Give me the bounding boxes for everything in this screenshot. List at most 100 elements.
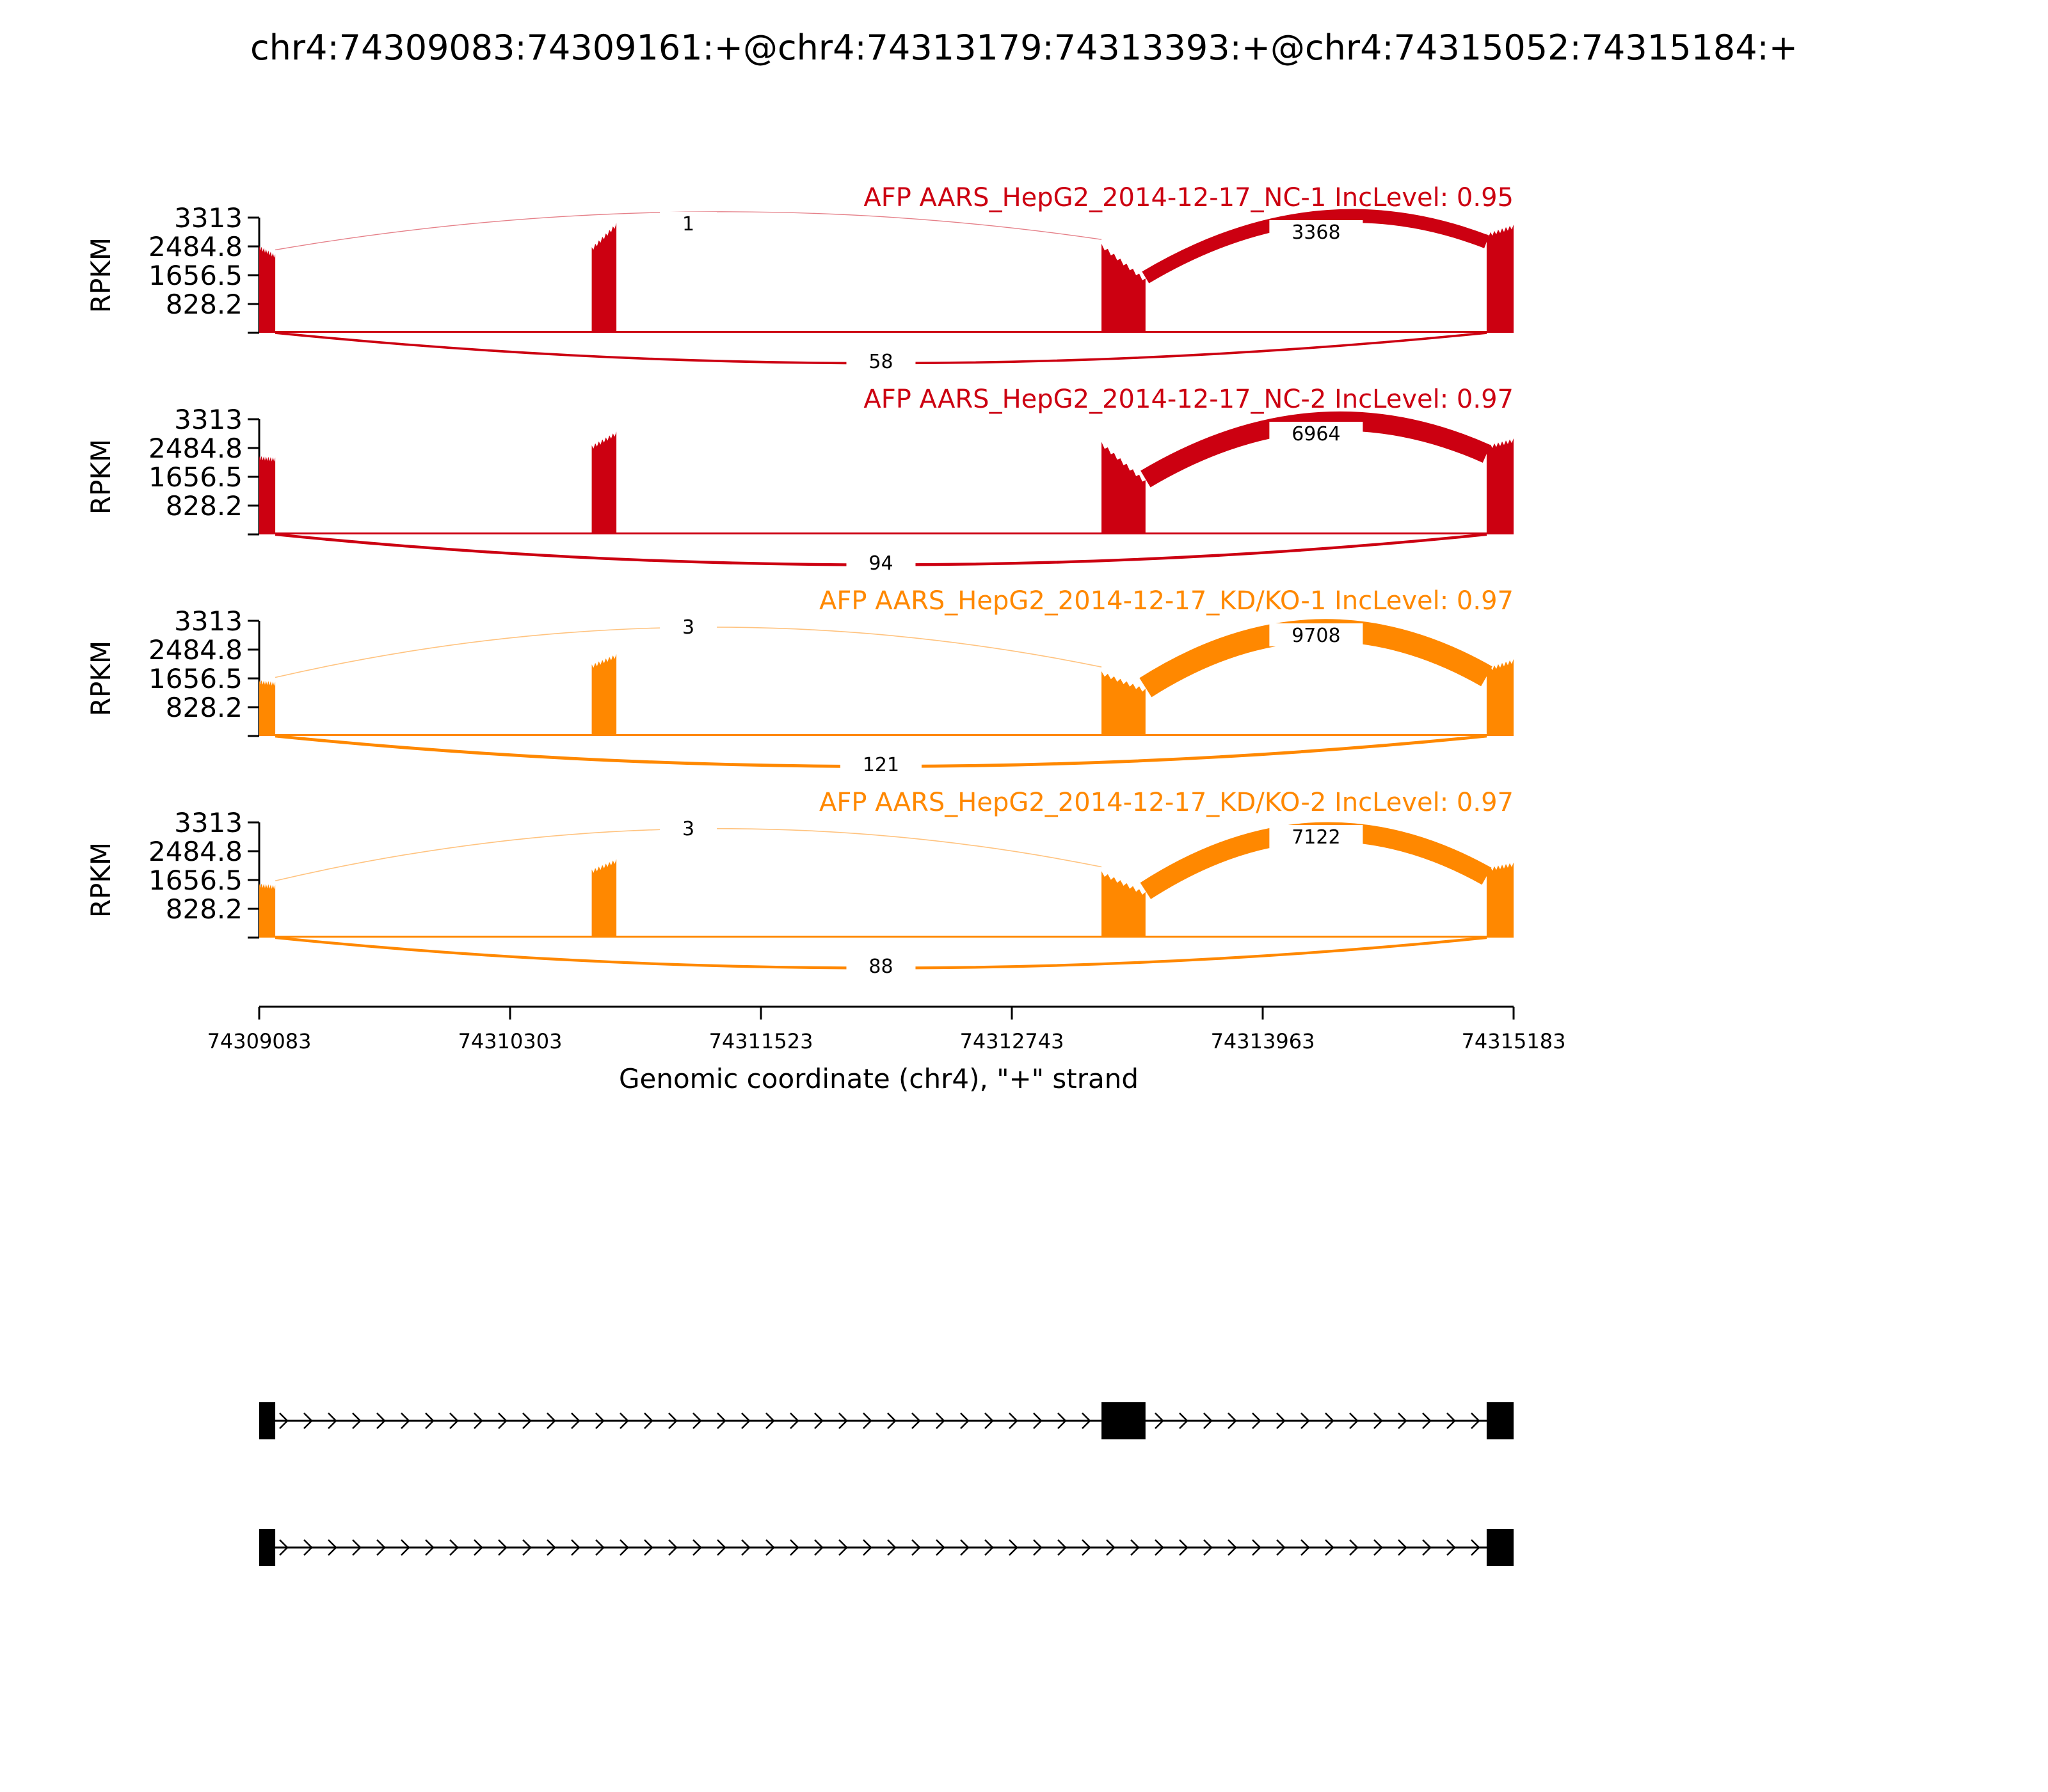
strand-arrow (547, 1412, 556, 1429)
strand-arrow (498, 1539, 508, 1556)
strand-arrow (887, 1412, 897, 1429)
y-tick-label: 3313 (174, 202, 243, 234)
strand-arrow (571, 1412, 580, 1429)
strand-arrow (838, 1539, 848, 1556)
strand-arrow (765, 1539, 775, 1556)
strand-arrow (425, 1412, 435, 1429)
strand-arrow (911, 1539, 921, 1556)
strand-arrow (1349, 1539, 1359, 1556)
y-tick-label: 1656.5 (148, 260, 243, 291)
y-tick-label: 1656.5 (148, 663, 243, 694)
strand-arrow (1203, 1539, 1213, 1556)
panel-label: AFP AARS_HepG2_2014-12-17_KD/KO-1 IncLev… (819, 586, 1514, 616)
strand-arrow (668, 1412, 678, 1429)
strand-arrow (741, 1412, 751, 1429)
strand-arrow (1033, 1412, 1043, 1429)
y-tick-label: 1656.5 (148, 461, 243, 493)
strand-arrow (279, 1412, 289, 1429)
strand-arrow (595, 1539, 605, 1556)
junction-count: 88 (868, 956, 893, 978)
strand-arrow (668, 1539, 678, 1556)
junction-count: 58 (868, 351, 893, 373)
strand-arrow (328, 1539, 337, 1556)
y-tick-label: 2484.8 (148, 634, 243, 666)
strand-arrow (814, 1412, 824, 1429)
strand-arrow (449, 1412, 459, 1429)
strand-arrow (1422, 1539, 1432, 1556)
strand-arrow (303, 1412, 313, 1429)
strand-arrow (1082, 1412, 1091, 1429)
strand-arrow (790, 1412, 799, 1429)
y-axis-label: RPKM (85, 641, 116, 716)
junction-label-box (660, 212, 717, 235)
junction-label-box (1269, 623, 1363, 646)
x-axis: 74309083 74310303 74311523 74312743 74313963… (207, 1005, 1565, 1053)
junction-label-box (1269, 825, 1363, 848)
coverage-baseline (259, 936, 1514, 938)
strand-arrow (1446, 1539, 1456, 1556)
strand-arrow (376, 1539, 386, 1556)
strand-arrow (1009, 1539, 1018, 1556)
y-axis-label: RPKM (85, 842, 116, 918)
strand-arrow (814, 1539, 824, 1556)
y-tick-label: 1656.5 (148, 865, 243, 896)
strand-arrow (863, 1412, 872, 1429)
strand-arrow (279, 1539, 289, 1556)
coverage-baseline (259, 734, 1514, 736)
strand-arrow (863, 1539, 872, 1556)
strand-arrow (1276, 1539, 1286, 1556)
isoform-exon (1486, 1402, 1514, 1439)
exon-coverage (259, 883, 276, 938)
y-tick-label: 2484.8 (148, 836, 243, 867)
strand-arrow (1373, 1412, 1383, 1429)
y-tick-label: 828.2 (166, 692, 243, 723)
strand-arrow (1155, 1412, 1164, 1429)
junction-label-box (660, 817, 717, 840)
junction-count: 1 (682, 213, 694, 236)
y-tick-label: 3313 (174, 404, 243, 435)
strand-arrow (1373, 1539, 1383, 1556)
strand-arrow (425, 1539, 435, 1556)
strand-arrow (1398, 1539, 1407, 1556)
exon-coverage (1486, 225, 1514, 333)
x-axis-label: Genomic coordinate (chr4), "+" strand (619, 1063, 1139, 1094)
strand-arrow (960, 1539, 970, 1556)
x-tick-label: 74312743 (960, 1029, 1064, 1053)
strand-arrow (620, 1412, 629, 1429)
strand-arrow (1300, 1539, 1310, 1556)
strand-arrow (449, 1539, 459, 1556)
strand-arrow (1325, 1412, 1334, 1429)
junction-count: 3368 (1292, 221, 1340, 244)
junction-label-box (846, 954, 916, 977)
strand-arrow (1228, 1412, 1237, 1429)
exon-coverage (1101, 871, 1146, 938)
strand-arrow (1300, 1412, 1310, 1429)
strand-arrow (1398, 1412, 1407, 1429)
exon-coverage (1101, 671, 1146, 736)
strand-arrow (1203, 1412, 1213, 1429)
panel-label: AFP AARS_HepG2_2014-12-17_KD/KO-2 IncLev… (819, 788, 1514, 817)
strand-arrow (1130, 1539, 1140, 1556)
y-axis-label: RPKM (85, 439, 116, 515)
strand-arrow (595, 1412, 605, 1429)
junction-label-box (846, 349, 916, 372)
strand-arrow (984, 1412, 994, 1429)
strand-arrow (765, 1412, 775, 1429)
strand-arrow (644, 1539, 653, 1556)
strand-arrow (376, 1412, 386, 1429)
strand-arrow (1179, 1412, 1188, 1429)
junction-label-box (660, 615, 717, 638)
strand-arrow (717, 1539, 726, 1556)
panel-label: AFP AARS_HepG2_2014-12-17_NC-2 IncLevel:… (863, 385, 1514, 414)
strand-arrow (1179, 1539, 1188, 1556)
strand-arrow (522, 1412, 532, 1429)
strand-arrow (960, 1412, 970, 1429)
strand-arrow (1106, 1539, 1116, 1556)
strand-arrow (547, 1539, 556, 1556)
strand-arrow (1446, 1412, 1456, 1429)
strand-arrow (474, 1539, 483, 1556)
junction-label-box (846, 551, 916, 574)
